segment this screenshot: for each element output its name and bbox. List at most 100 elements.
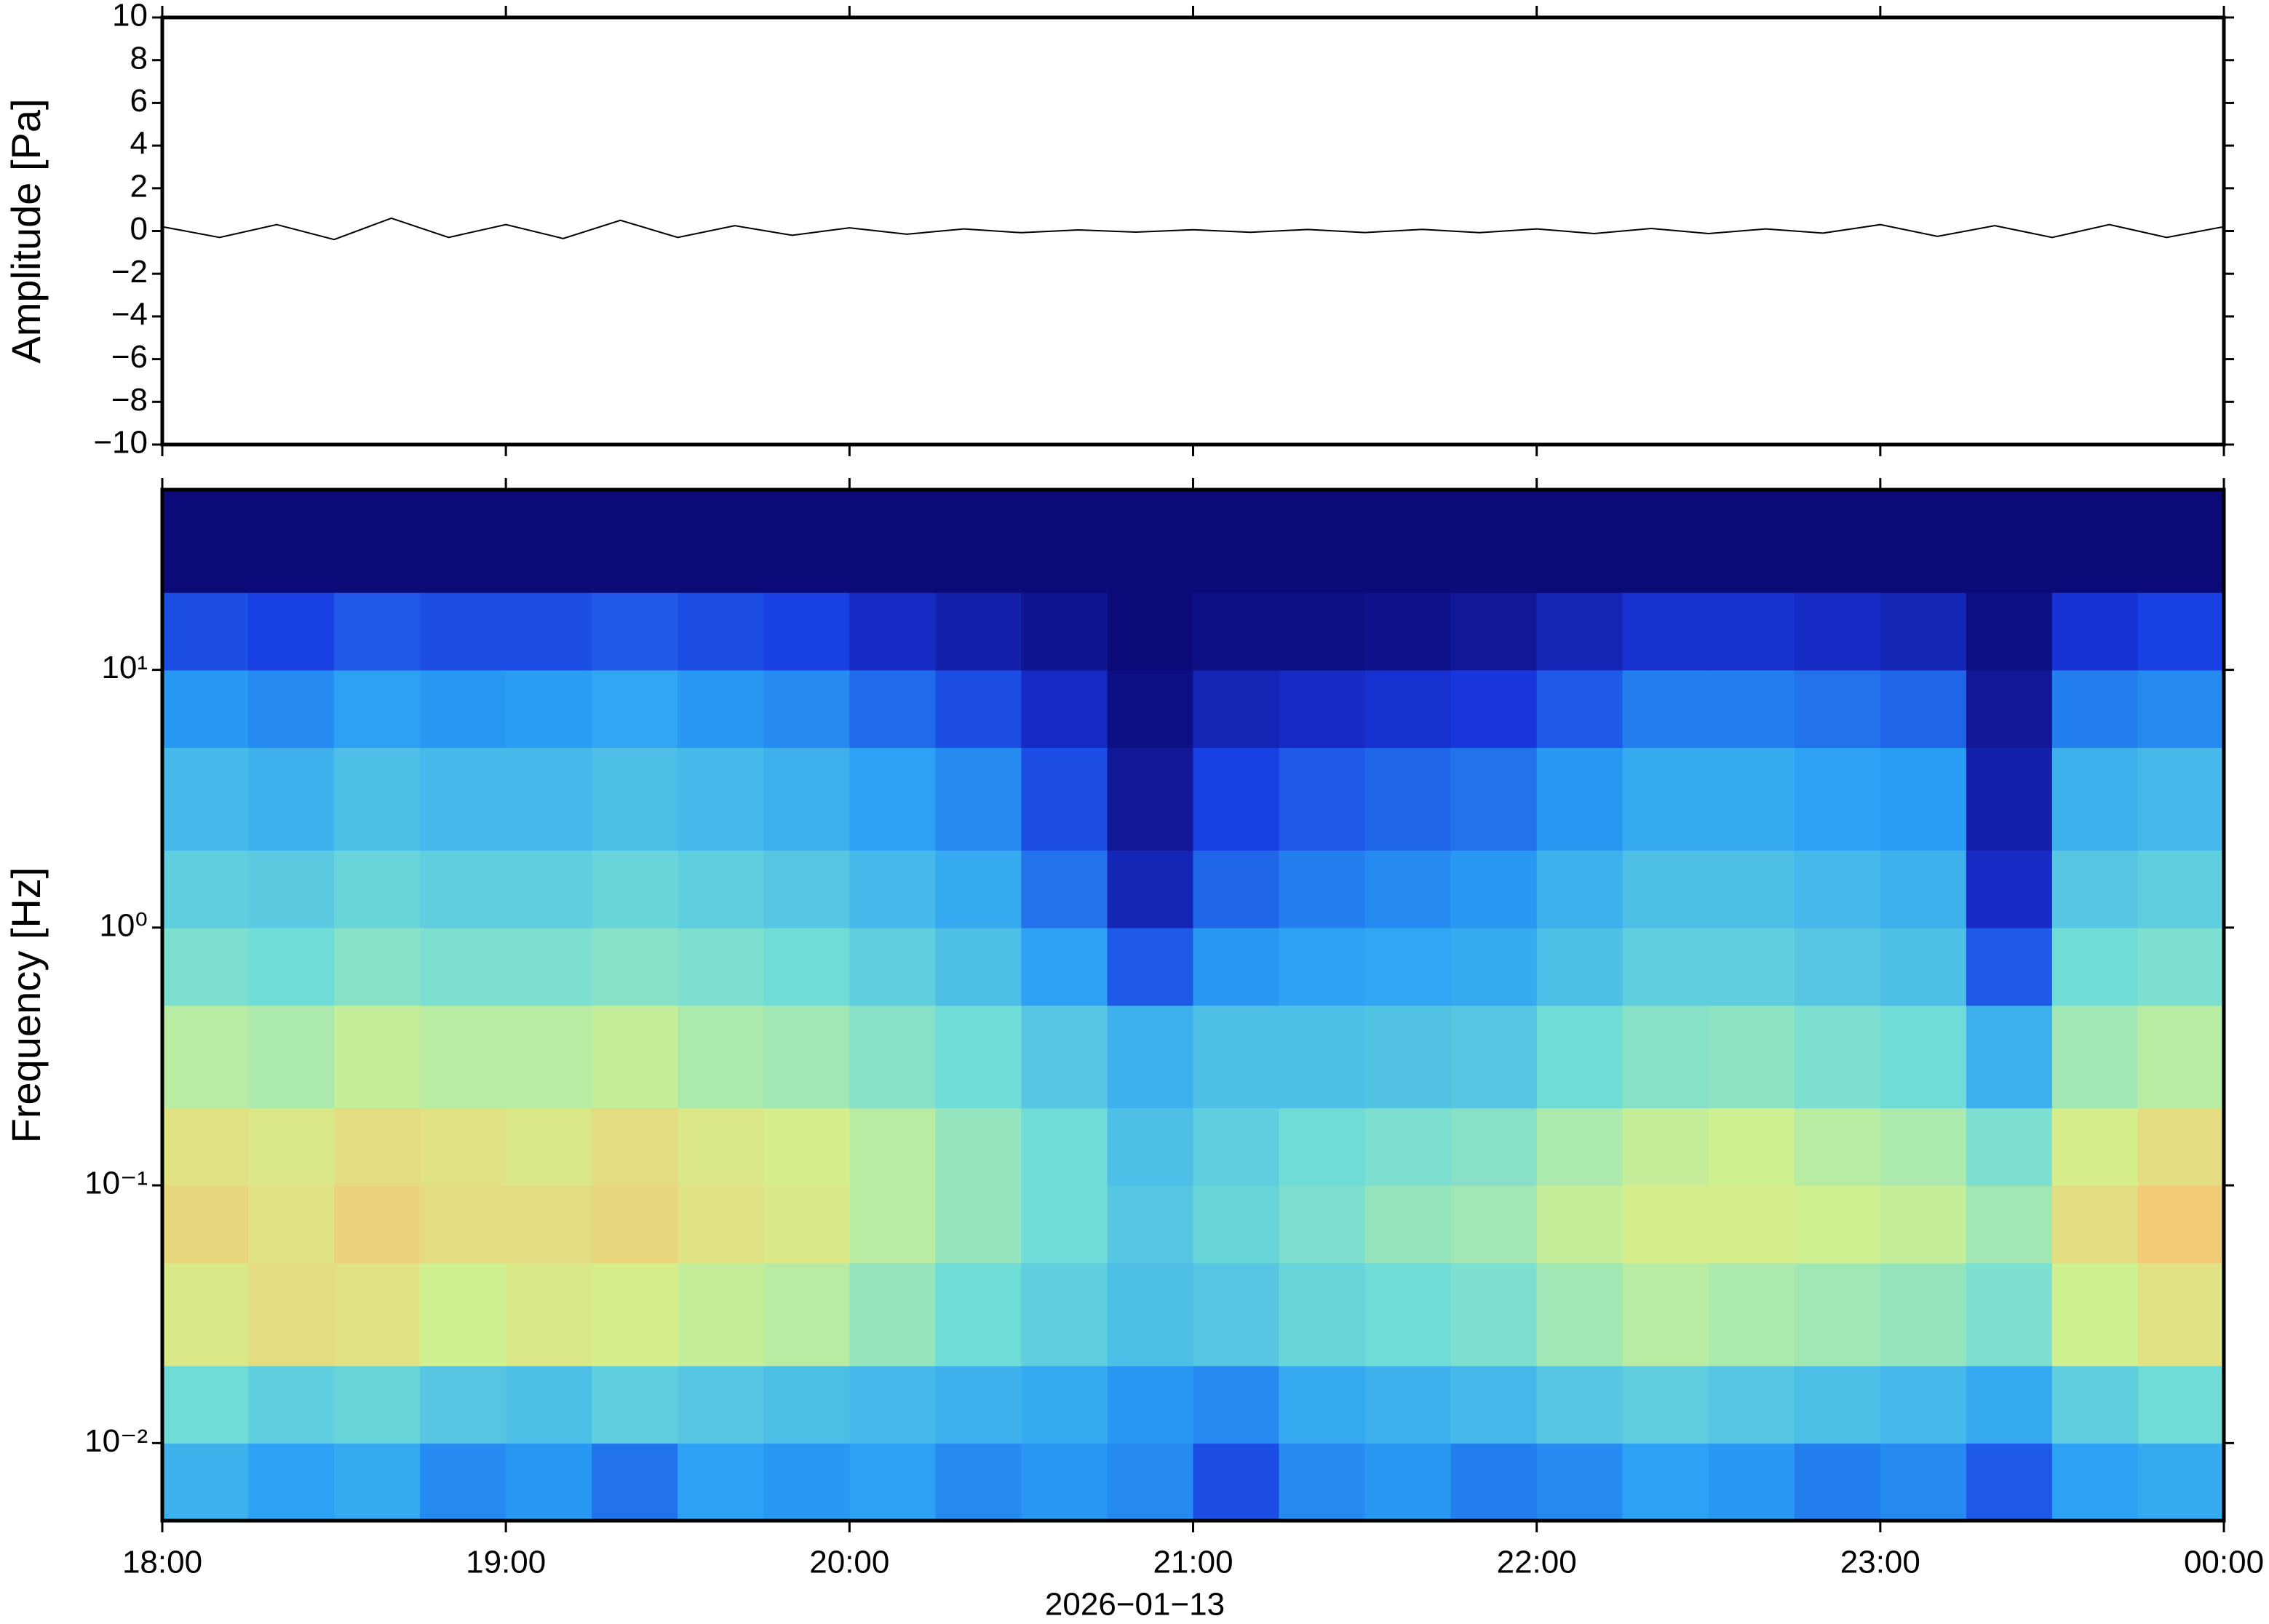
spectrogram-cell [1364, 490, 1452, 593]
x-tick-label: 00:00 [2184, 1545, 2264, 1580]
spectrogram-cell [248, 1107, 335, 1186]
spectrogram-cell [1450, 1005, 1538, 1109]
spectrogram-cell [677, 669, 765, 748]
spectrogram-cell [1794, 747, 1881, 851]
spectrogram-cell [162, 1443, 249, 1521]
spectrogram-cell [1107, 927, 1194, 1006]
spectrogram-cell [1880, 1262, 1967, 1366]
y-axis-label: Amplitude [Pa] [3, 98, 49, 363]
spectrogram-cell [1708, 669, 1795, 748]
spectrogram-cell [1794, 1185, 1881, 1264]
spectrogram-cell [935, 1185, 1022, 1264]
spectrogram-cell [1880, 1365, 1967, 1444]
spectrogram-cell [592, 850, 678, 928]
spectrogram-cell [2138, 669, 2225, 748]
spectrogram-cell [1279, 1262, 1366, 1366]
spectrogram-cell [334, 669, 421, 748]
spectrogram-cell [935, 1107, 1022, 1186]
spectrogram-cell [1966, 927, 2053, 1006]
spectrogram-cell [763, 1005, 851, 1109]
spectrogram-cell [420, 490, 506, 593]
spectrogram-cell [1450, 747, 1538, 851]
spectrogram-cell [1708, 850, 1795, 928]
y-tick-label: 10⁻² [84, 1423, 148, 1459]
spectrogram-cell [592, 1365, 678, 1444]
spectrogram-cell [1708, 927, 1795, 1006]
spectrogram-cell [248, 1185, 335, 1264]
spectrogram-cell [162, 927, 249, 1006]
spectrogram-cell [420, 1443, 506, 1521]
spectrogram-cell [849, 1107, 937, 1186]
spectrogram-cell [420, 1005, 506, 1109]
spectrogram-cell [1364, 747, 1452, 851]
y-tick-label: 10¹ [101, 650, 148, 685]
spectrogram-cell [248, 927, 335, 1006]
spectrogram-cell [1450, 669, 1538, 748]
spectrogram-cell [1880, 1107, 1967, 1186]
spectrogram-cell [1193, 1262, 1280, 1366]
spectrogram-cell [248, 1365, 335, 1444]
spectrogram-cell [1021, 747, 1108, 851]
spectrogram-cell [1364, 927, 1452, 1006]
spectrogram-cell [248, 1443, 335, 1521]
y-tick-label: 6 [130, 83, 148, 119]
spectrogram-cell [506, 1185, 592, 1264]
y-tick-label: 10⁰ [99, 907, 148, 943]
spectrogram-cell [763, 1365, 851, 1444]
spectrogram-cell [1536, 927, 1624, 1006]
spectrogram-cell [2051, 592, 2139, 671]
spectrogram-cell [2051, 1365, 2139, 1444]
spectrogram-cell [1880, 1185, 1967, 1264]
spectrogram-cell [1536, 1185, 1624, 1264]
spectrogram-cell [1364, 1107, 1452, 1186]
spectrogram-cell [162, 669, 249, 748]
spectrogram-cell [334, 850, 421, 928]
plot-frame [160, 15, 2226, 447]
spectrogram-cell [1794, 1443, 1881, 1521]
spectrogram-cell [2051, 1262, 2139, 1366]
spectrogram-cell [1622, 1185, 1709, 1264]
spectrogram-cell [592, 927, 678, 1006]
spectrogram-cell [1450, 927, 1538, 1006]
spectrogram-cell [1708, 747, 1795, 851]
spectrogram-cell [334, 1262, 421, 1366]
spectrogram-cell [935, 592, 1022, 671]
y-tick-label: 4 [130, 126, 148, 162]
spectrogram-cell [334, 747, 421, 851]
y-tick-label: −10 [93, 425, 148, 461]
x-tick-label: 23:00 [1840, 1545, 1920, 1580]
spectrogram-cell [1279, 1443, 1366, 1521]
y-tick-label: −6 [111, 339, 148, 375]
spectrogram-cell [763, 747, 851, 851]
spectrogram-cell [1880, 850, 1967, 928]
spectrogram-cell [420, 850, 506, 928]
spectrogram-cell [1966, 1262, 2053, 1366]
spectrogram-cell [763, 490, 851, 593]
x-tick-label: 19:00 [466, 1545, 546, 1580]
spectrogram-cell [677, 1365, 765, 1444]
spectrogram-cell [592, 1005, 678, 1109]
spectrogram-cell [1536, 490, 1624, 593]
spectrogram-cell [1107, 1443, 1194, 1521]
x-tick-label: 22:00 [1497, 1545, 1577, 1580]
spectrogram-cell [1279, 669, 1366, 748]
spectrogram-cell [1279, 592, 1366, 671]
spectrogram-cell [1622, 1262, 1709, 1366]
y-axis-label: Frequency [Hz] [3, 867, 49, 1144]
spectrogram-cell [592, 1262, 678, 1366]
spectrogram-cell [1107, 1005, 1194, 1109]
spectrogram-cell [1107, 1262, 1194, 1366]
spectrogram-cell [420, 1365, 506, 1444]
spectrogram-cell [1193, 592, 1280, 671]
spectrogram-cell [1880, 669, 1967, 748]
spectrogram-cell [1966, 1443, 2053, 1521]
spectrogram-cell [162, 490, 249, 593]
spectrogram-cell [1622, 1107, 1709, 1186]
spectrogram-cell [2051, 1005, 2139, 1109]
spectrogram-cell [592, 592, 678, 671]
spectrogram-cell [1966, 592, 2053, 671]
spectrogram-cell [506, 592, 592, 671]
spectrogram-cell [1536, 1365, 1624, 1444]
y-tick-label: 8 [130, 40, 148, 76]
x-tick-label: 18:00 [122, 1545, 202, 1580]
